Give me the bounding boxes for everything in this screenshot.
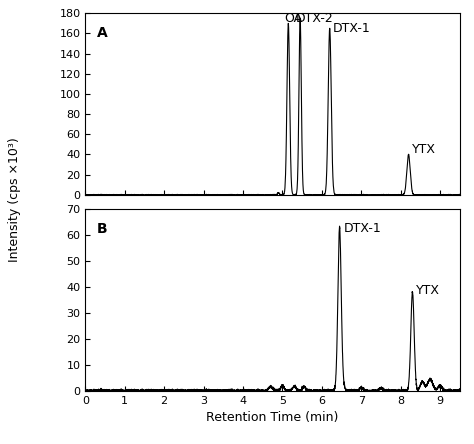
Text: DTX-1: DTX-1 xyxy=(344,222,381,235)
Text: OA: OA xyxy=(284,12,302,25)
Text: DTX-1: DTX-1 xyxy=(333,23,371,36)
Text: B: B xyxy=(97,222,107,236)
Text: DTX-2: DTX-2 xyxy=(296,12,334,25)
Text: A: A xyxy=(97,26,107,40)
Text: Intensity (cps ×10³): Intensity (cps ×10³) xyxy=(8,138,21,262)
X-axis label: Retention Time (min): Retention Time (min) xyxy=(206,411,339,424)
Text: YTX: YTX xyxy=(416,285,439,297)
Text: YTX: YTX xyxy=(412,143,436,156)
